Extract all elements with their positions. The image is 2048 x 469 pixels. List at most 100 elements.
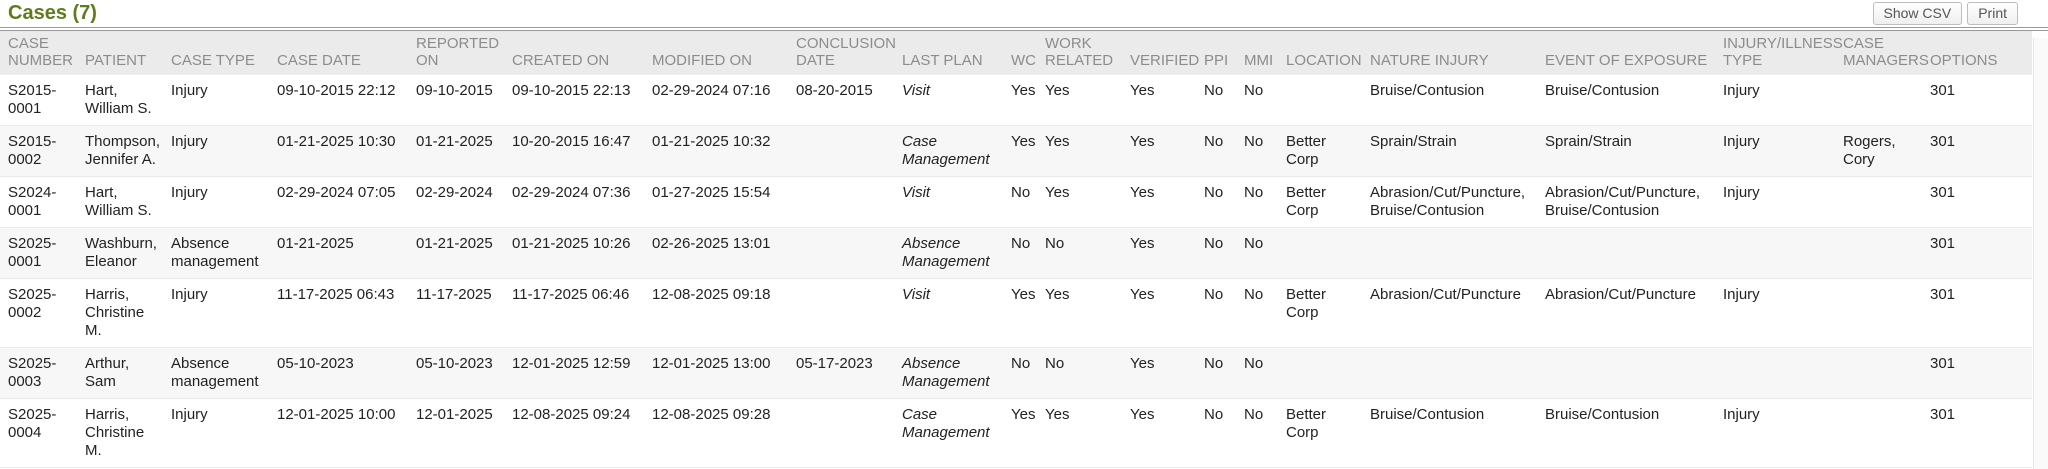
cell-location: Better Corp	[1286, 125, 1370, 177]
cell-work-related: No	[1045, 347, 1130, 399]
cell-options[interactable]: 301	[1930, 125, 2032, 177]
cell-case-number: S2025-0004	[0, 398, 85, 468]
cell-nature-injury	[1370, 227, 1545, 279]
cell-mmi: No	[1244, 227, 1286, 279]
table-row[interactable]: S2015-0002 Thompson, Jennifer A. Injury 01-…	[0, 125, 2032, 177]
cell-last-plan: Visit	[902, 176, 1011, 228]
cell-conclusion-date	[796, 176, 902, 228]
cell-work-related: Yes	[1045, 278, 1130, 348]
cell-case-managers: Rogers, Cory	[1843, 125, 1930, 177]
cell-mmi: No	[1244, 74, 1286, 126]
table-row[interactable]: S2025-0001 Washburn, Eleanor Absence manag…	[0, 227, 2032, 279]
cell-options[interactable]: 301	[1930, 176, 2032, 228]
column-header-verified: VERIFIED	[1130, 31, 1204, 75]
cell-patient: Harris, Christine M.	[85, 278, 171, 348]
cell-reported-on: 11-17-2025	[416, 278, 512, 348]
cell-reported-on: 12-01-2025	[416, 398, 512, 468]
cell-case-number: S2024-0001	[0, 176, 85, 228]
cell-work-related: Yes	[1045, 125, 1130, 177]
table-row[interactable]: S2025-0004 Harris, Christine M. Injury 12-0…	[0, 398, 2032, 468]
cell-patient: Hart, William S.	[85, 176, 171, 228]
cell-ppi: No	[1204, 125, 1244, 177]
table-row[interactable]: S2025-0002 Harris, Christine M. Injury 11-1…	[0, 278, 2032, 348]
cell-case-number: S2025-0001	[0, 227, 85, 279]
vertical-scrollbar[interactable]	[2033, 38, 2048, 469]
show-csv-button[interactable]: Show CSV	[1872, 2, 1963, 25]
cell-case-managers	[1843, 347, 1930, 399]
cell-modified-on: 01-21-2025 10:32	[652, 125, 796, 177]
cell-verified: Yes	[1130, 398, 1204, 468]
column-header-event-of-exposure: EVENT OF EXPOSURE	[1545, 31, 1723, 75]
cell-modified-on: 02-29-2024 07:16	[652, 74, 796, 126]
cell-location	[1286, 347, 1370, 399]
cell-case-number: S2015-0001	[0, 74, 85, 126]
title-bar: Cases (7) Show CSV Print	[0, 0, 2048, 31]
cell-last-plan: Case Management	[902, 125, 1011, 177]
cell-wc: Yes	[1011, 125, 1045, 177]
cell-event-of-exposure: Bruise/Contusion	[1545, 398, 1723, 468]
cell-options[interactable]: 301	[1930, 398, 2032, 468]
cell-nature-injury: Abrasion/Cut/Puncture	[1370, 278, 1545, 348]
cell-injury-illness-type	[1723, 347, 1843, 399]
cell-created-on: 11-17-2025 06:46	[512, 278, 652, 348]
cell-conclusion-date: 05-17-2023	[796, 347, 902, 399]
cell-verified: Yes	[1130, 125, 1204, 177]
column-header-conclusion-date: CONCLUSION DATE	[796, 31, 902, 75]
cell-ppi: No	[1204, 398, 1244, 468]
cell-event-of-exposure: Abrasion/Cut/Puncture, Bruise/Contusion	[1545, 176, 1723, 228]
table-row[interactable]: S2025-0003 Arthur, Sam Absence management 0…	[0, 347, 2032, 399]
cell-mmi: No	[1244, 176, 1286, 228]
cell-case-type: Absence management	[171, 347, 277, 399]
column-header-last-plan: LAST PLAN	[902, 31, 1011, 75]
cases-table: CASE NUMBER PATIENT CASE TYPE CASE DATE REPO…	[0, 31, 2032, 468]
cell-work-related: Yes	[1045, 398, 1130, 468]
cell-event-of-exposure	[1545, 347, 1723, 399]
cell-case-number: S2015-0002	[0, 125, 85, 177]
cell-ppi: No	[1204, 227, 1244, 279]
cell-conclusion-date	[796, 227, 902, 279]
column-header-work-related: WORK RELATED	[1045, 31, 1130, 75]
cell-case-type: Injury	[171, 398, 277, 468]
cell-wc: No	[1011, 347, 1045, 399]
cell-case-type: Injury	[171, 278, 277, 348]
column-header-modified-on: MODIFIED ON	[652, 31, 796, 75]
column-header-wc: WC	[1011, 31, 1045, 75]
cell-injury-illness-type: Injury	[1723, 398, 1843, 468]
column-header-reported-on: REPORTED ON	[416, 31, 512, 75]
cell-case-type: Injury	[171, 74, 277, 126]
table-row[interactable]: S2015-0001 Hart, William S. Injury 09-10-20…	[0, 74, 2032, 126]
cell-location: Better Corp	[1286, 176, 1370, 228]
column-header-case-number: CASE NUMBER	[0, 31, 85, 75]
cell-case-date: 01-21-2025	[277, 227, 416, 279]
cell-event-of-exposure: Bruise/Contusion	[1545, 74, 1723, 126]
cell-case-number: S2025-0002	[0, 278, 85, 348]
cell-nature-injury: Bruise/Contusion	[1370, 74, 1545, 126]
column-header-created-on: CREATED ON	[512, 31, 652, 75]
cell-location: Better Corp	[1286, 398, 1370, 468]
cell-reported-on: 02-29-2024	[416, 176, 512, 228]
cell-event-of-exposure: Sprain/Strain	[1545, 125, 1723, 177]
cell-wc: No	[1011, 176, 1045, 228]
table-row[interactable]: S2024-0001 Hart, William S. Injury 02-29-20…	[0, 176, 2032, 228]
cell-options[interactable]: 301	[1930, 227, 2032, 279]
cell-verified: Yes	[1130, 176, 1204, 228]
cell-event-of-exposure: Abrasion/Cut/Puncture	[1545, 278, 1723, 348]
print-button[interactable]: Print	[1967, 2, 2018, 25]
cell-options[interactable]: 301	[1930, 347, 2032, 399]
cell-work-related: Yes	[1045, 74, 1130, 126]
cell-options[interactable]: 301	[1930, 74, 2032, 126]
cell-conclusion-date	[796, 398, 902, 468]
cell-patient: Thompson, Jennifer A.	[85, 125, 171, 177]
cell-injury-illness-type: Injury	[1723, 125, 1843, 177]
cell-case-type: Absence management	[171, 227, 277, 279]
column-header-nature-injury: NATURE INJURY	[1370, 31, 1545, 75]
column-header-case-date: CASE DATE	[277, 31, 416, 75]
cell-last-plan: Visit	[902, 278, 1011, 348]
cell-case-date: 01-21-2025 10:30	[277, 125, 416, 177]
column-header-case-managers: CASE MANAGERS	[1843, 31, 1930, 75]
cell-location: Better Corp	[1286, 278, 1370, 348]
cell-modified-on: 12-08-2025 09:28	[652, 398, 796, 468]
cell-options[interactable]: 301	[1930, 278, 2032, 348]
cell-case-managers	[1843, 227, 1930, 279]
column-header-ppi: PPI	[1204, 31, 1244, 75]
